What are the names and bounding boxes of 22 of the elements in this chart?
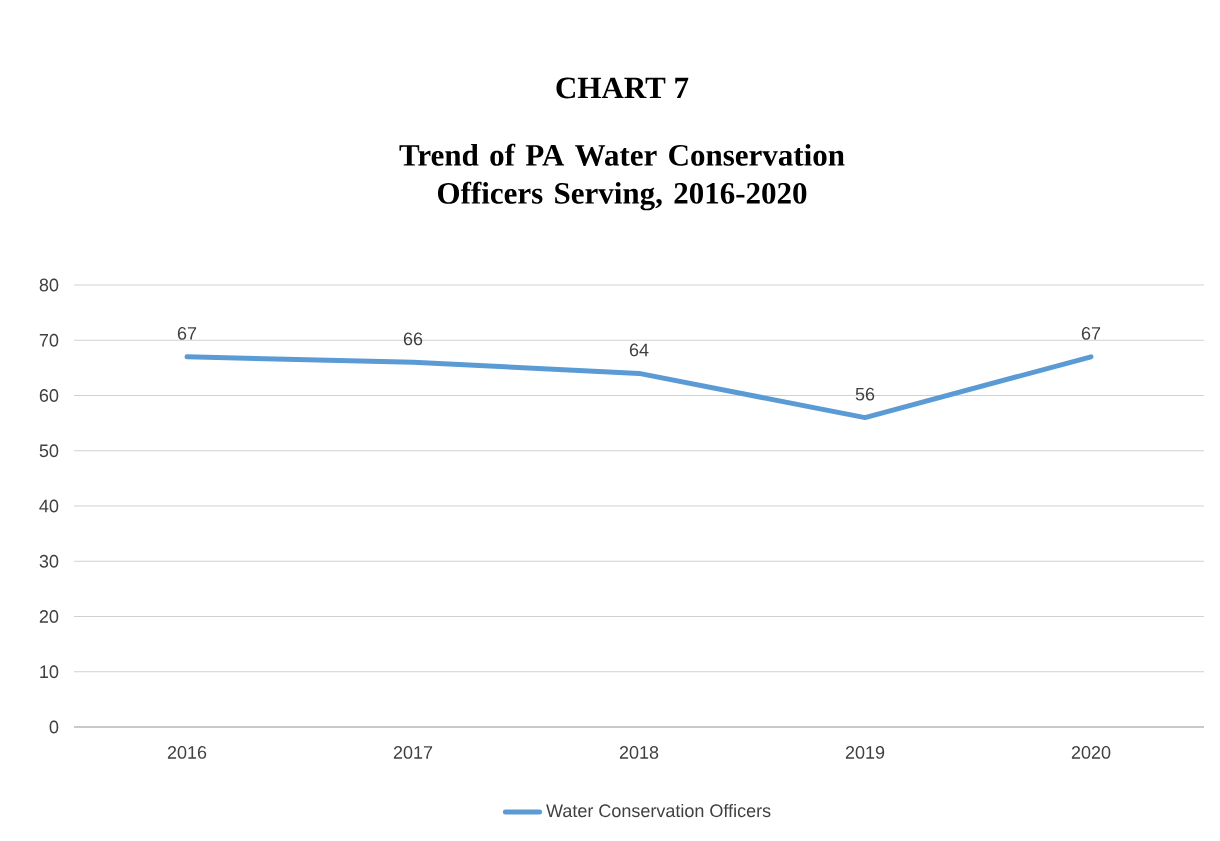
x-tick-label: 2020 [1071, 746, 1111, 759]
y-tick-label: 10 [40, 665, 59, 679]
y-tick-label: 20 [39, 610, 59, 623]
y-tick-label: 30 [39, 554, 59, 568]
data-label: 64 [629, 343, 649, 357]
data-label: 67 [1081, 327, 1101, 340]
x-tick-label: 2016 [167, 746, 207, 759]
x-tick-label: 2018 [619, 746, 659, 759]
x-tick-label: 2017 [393, 746, 433, 759]
y-tick-label: 80 [39, 278, 59, 292]
chart-subtitle: Trend of PA Water Conservation Officers Serving, 2016-2020 [399, 143, 845, 211]
data-label: 56 [855, 387, 875, 401]
data-label: 67 [177, 327, 197, 340]
chart-title: CHART 7 [556, 77, 689, 99]
y-tick-label: 60 [39, 389, 59, 402]
legend-label: Water Conservation Officers [546, 803, 771, 818]
y-tick-label: 50 [39, 444, 59, 458]
y-tick-label: 0 [49, 720, 59, 734]
y-tick-label: 40 [39, 499, 59, 513]
data-label: 66 [403, 332, 423, 346]
y-tick-label: 70 [39, 333, 59, 347]
x-tick-label: 2019 [845, 746, 885, 759]
